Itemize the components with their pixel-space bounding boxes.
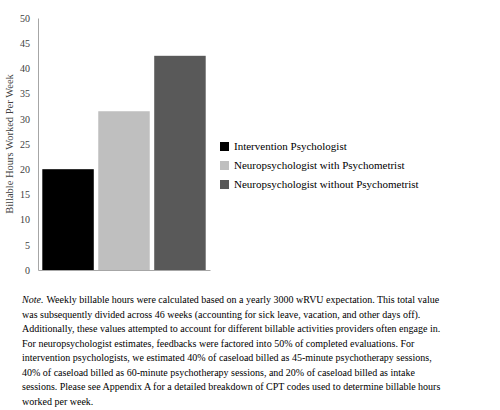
tick-label: 30 bbox=[20, 114, 30, 125]
bar bbox=[42, 169, 93, 270]
x-axis bbox=[39, 270, 211, 272]
legend-swatch bbox=[220, 142, 229, 151]
tick: 20 bbox=[20, 164, 38, 175]
y-axis-title: Billable Hours Worked Per Week bbox=[4, 73, 15, 213]
legend: Intervention Psychologist Neuropsychologi… bbox=[220, 140, 419, 190]
chart: 0 5 10 15 20 25 30 35 40 45 50 Billable Hours Worke… bbox=[0, 0, 500, 410]
legend-entry: Neuropsychologist without Psychometrist bbox=[220, 178, 419, 190]
y-axis: 0 5 10 15 20 25 30 35 40 45 50 bbox=[20, 13, 39, 276]
y-axis-line bbox=[38, 19, 39, 271]
tick: 15 bbox=[20, 189, 38, 200]
bar bbox=[98, 111, 149, 270]
tick-label: 50 bbox=[20, 13, 30, 24]
tick: 40 bbox=[20, 63, 38, 74]
legend-swatch bbox=[220, 161, 229, 170]
tick: 45 bbox=[20, 38, 38, 49]
tick: 0 bbox=[25, 265, 38, 276]
note-line: was subsequently divided across 46 weeks… bbox=[22, 309, 420, 321]
tick-label: 5 bbox=[25, 240, 30, 251]
note-line: For neuropsychologist estimates, feedbac… bbox=[22, 338, 415, 349]
legend-entry: Neuropsychologist with Psychometrist bbox=[220, 159, 405, 171]
legend-label: Neuropsychologist without Psychometrist bbox=[234, 178, 419, 190]
legend-swatch bbox=[220, 180, 229, 189]
tick: 50 bbox=[20, 13, 38, 24]
bar bbox=[154, 56, 205, 270]
note: Note.Weekly billable hours were calculat… bbox=[21, 294, 440, 407]
tick-label: 25 bbox=[20, 139, 30, 150]
legend-label: Intervention Psychologist bbox=[234, 140, 347, 152]
note-line: Weekly billable hours were calculated ba… bbox=[46, 294, 439, 305]
tick: 10 bbox=[20, 214, 38, 225]
tick: 5 bbox=[25, 240, 38, 251]
tick-label: 45 bbox=[20, 38, 30, 49]
note-line: Additionally, these values attempted to … bbox=[22, 323, 440, 334]
tick: 30 bbox=[20, 114, 38, 125]
bars bbox=[42, 56, 205, 270]
note-line: 40% of caseload billed as 60-minute psyc… bbox=[22, 367, 416, 378]
tick-label: 20 bbox=[20, 164, 30, 175]
tick-label: 0 bbox=[25, 265, 30, 276]
x-axis-line bbox=[39, 270, 211, 271]
note-line: worked per week. bbox=[22, 396, 93, 407]
tick: 35 bbox=[20, 88, 38, 99]
note-line: sessions. Please see Appendix A for a de… bbox=[22, 381, 440, 392]
tick-label: 40 bbox=[20, 63, 30, 74]
tick: 25 bbox=[20, 139, 38, 150]
tick-label: 35 bbox=[20, 88, 30, 99]
legend-label: Neuropsychologist with Psychometrist bbox=[234, 159, 405, 171]
legend-entry: Intervention Psychologist bbox=[220, 140, 347, 152]
note-label: Note. bbox=[21, 294, 43, 305]
tick-label: 15 bbox=[20, 189, 30, 200]
note-line: intervention psychologists, we estimated… bbox=[22, 352, 432, 363]
tick-label: 10 bbox=[20, 214, 30, 225]
